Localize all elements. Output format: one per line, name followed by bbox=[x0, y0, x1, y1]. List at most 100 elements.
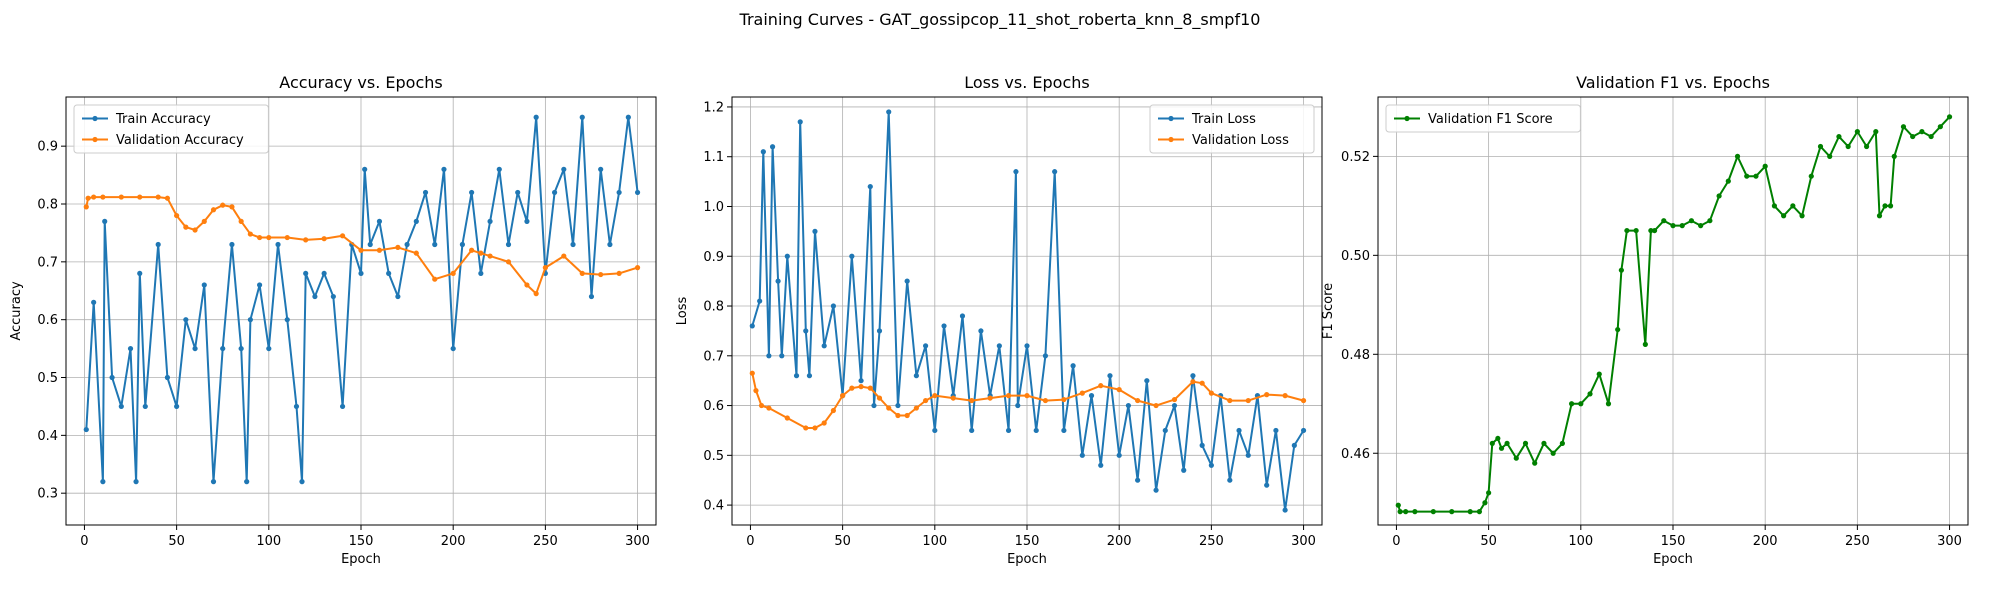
data-point bbox=[459, 241, 466, 248]
data-point bbox=[1532, 460, 1538, 466]
data-point bbox=[210, 479, 217, 485]
legend-marker bbox=[1168, 136, 1174, 143]
data-point bbox=[1125, 402, 1132, 409]
data-point bbox=[1098, 383, 1104, 389]
data-point bbox=[1790, 203, 1796, 209]
data-point bbox=[395, 293, 401, 300]
y-tick-label: 0.7 bbox=[703, 349, 724, 364]
data-point bbox=[1227, 477, 1233, 483]
data-point bbox=[849, 385, 855, 391]
data-point bbox=[1808, 173, 1814, 179]
data-point bbox=[1845, 143, 1851, 150]
data-point bbox=[579, 270, 585, 277]
data-point bbox=[1116, 452, 1122, 458]
data-point bbox=[183, 317, 189, 323]
data-point bbox=[1181, 467, 1187, 473]
series-train-loss bbox=[749, 109, 1307, 513]
data-point bbox=[1300, 397, 1307, 404]
data-point bbox=[1522, 440, 1529, 446]
data-point bbox=[533, 291, 539, 297]
data-point bbox=[1919, 129, 1925, 135]
data-point bbox=[1291, 442, 1297, 448]
data-point bbox=[469, 189, 475, 196]
data-point bbox=[1042, 353, 1049, 359]
data-point bbox=[164, 195, 171, 201]
data-point bbox=[1061, 427, 1067, 434]
y-tick-label: 0.3 bbox=[37, 487, 58, 502]
data-point bbox=[275, 241, 281, 248]
data-point bbox=[524, 218, 530, 224]
legend-label: Validation Accuracy bbox=[116, 133, 244, 148]
data-point bbox=[1633, 227, 1639, 234]
data-point bbox=[1679, 223, 1685, 229]
data-point bbox=[849, 253, 855, 259]
y-tick-label: 0.4 bbox=[37, 429, 58, 444]
data-point bbox=[413, 218, 419, 224]
chart-panel-3: 0 50 100 150 200 250 300 0.46 0.48 0.50 0.52 Valida… bbox=[1321, 73, 1969, 567]
data-point bbox=[598, 271, 604, 278]
data-point bbox=[1024, 343, 1030, 349]
data-point bbox=[358, 247, 364, 253]
data-point bbox=[784, 253, 790, 259]
data-point bbox=[1568, 401, 1575, 407]
data-point bbox=[895, 412, 901, 419]
data-point bbox=[133, 479, 139, 485]
data-point bbox=[766, 353, 772, 359]
data-point bbox=[102, 218, 108, 224]
data-point bbox=[830, 303, 837, 309]
data-point bbox=[1863, 143, 1870, 150]
data-point bbox=[266, 234, 272, 241]
data-point bbox=[413, 250, 419, 256]
data-point bbox=[1615, 326, 1621, 333]
data-point bbox=[1744, 173, 1750, 179]
data-point bbox=[432, 241, 438, 248]
series-validation-loss bbox=[749, 370, 1307, 431]
data-point bbox=[913, 373, 919, 379]
figure-title: Training Curves - GAT_gossipcop_11_shot_… bbox=[739, 10, 1261, 29]
data-point bbox=[441, 166, 447, 172]
data-point bbox=[469, 247, 475, 253]
data-point bbox=[109, 374, 115, 381]
data-point bbox=[803, 328, 809, 334]
data-point bbox=[616, 189, 622, 196]
legend-marker bbox=[1168, 115, 1174, 122]
data-point bbox=[1799, 213, 1805, 219]
data-point bbox=[1273, 427, 1279, 434]
x-tick-label: 50 bbox=[834, 534, 851, 549]
data-point bbox=[1781, 213, 1787, 219]
data-point bbox=[913, 405, 919, 411]
data-point bbox=[1013, 169, 1019, 175]
data-point bbox=[904, 278, 910, 284]
data-point bbox=[858, 384, 864, 390]
data-point bbox=[1605, 401, 1612, 407]
data-point bbox=[1282, 507, 1288, 513]
data-point bbox=[244, 479, 250, 485]
data-point bbox=[1042, 397, 1049, 404]
data-point bbox=[450, 345, 456, 352]
x-tick-label: 300 bbox=[625, 534, 650, 549]
data-point bbox=[757, 298, 763, 304]
legend-label: Validation Loss bbox=[1192, 133, 1289, 148]
data-point bbox=[784, 415, 790, 421]
data-point bbox=[376, 247, 383, 253]
data-point bbox=[247, 317, 253, 323]
data-point bbox=[904, 412, 910, 419]
data-point bbox=[1854, 129, 1860, 135]
data-point bbox=[1504, 440, 1510, 446]
y-tick-label: 0.9 bbox=[37, 140, 58, 155]
data-point bbox=[1227, 397, 1233, 404]
data-point bbox=[1836, 133, 1842, 140]
legend-box bbox=[1385, 104, 1581, 133]
data-point bbox=[1624, 227, 1630, 234]
data-point bbox=[758, 402, 765, 409]
data-point bbox=[1651, 227, 1658, 234]
data-point bbox=[210, 207, 217, 213]
y-tick-label: 0.52 bbox=[1341, 150, 1370, 165]
data-point bbox=[1135, 397, 1141, 404]
data-point bbox=[1876, 213, 1883, 219]
data-point bbox=[293, 403, 300, 410]
data-point bbox=[1937, 124, 1943, 130]
legend-marker bbox=[1404, 115, 1410, 122]
data-point bbox=[1900, 124, 1907, 130]
data-point bbox=[895, 402, 901, 409]
